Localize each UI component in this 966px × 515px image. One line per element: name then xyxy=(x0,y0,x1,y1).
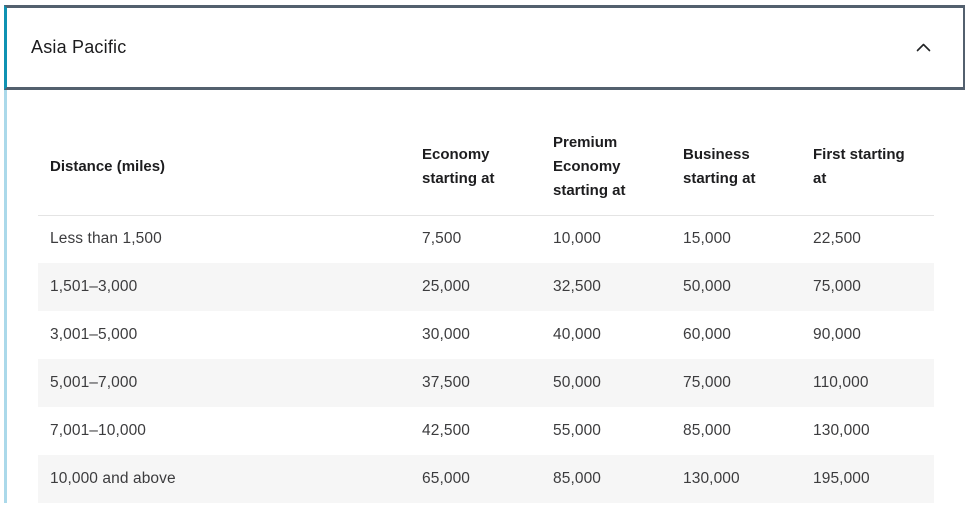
column-header-business: Business starting at xyxy=(671,120,801,216)
cell-economy: 42,500 xyxy=(422,422,471,439)
cell-premium-economy: 55,000 xyxy=(553,422,602,439)
cell-first: 75,000 xyxy=(801,263,934,311)
cell-first: 130,000 xyxy=(813,422,870,439)
cell-distance: 3,001–5,000 xyxy=(50,326,138,343)
cell-economy: 65,000 xyxy=(410,455,541,503)
cell-premium-economy: 85,000 xyxy=(541,455,671,503)
cell-business: 130,000 xyxy=(671,455,801,503)
region-accordion: Asia Pacific Distance (miles) Economy st… xyxy=(4,5,965,503)
cell-first: 195,000 xyxy=(801,455,934,503)
table-row: 5,001–7,000 37,500 50,000 75,000 110,000 xyxy=(38,359,934,407)
table-row: Less than 1,500 7,500 10,000 15,000 22,5… xyxy=(38,215,934,263)
column-header-distance: Distance (miles) xyxy=(38,120,410,216)
award-chart-table: Distance (miles) Economy starting at Pre… xyxy=(38,120,934,503)
column-header-first: First starting at xyxy=(801,120,934,216)
cell-economy: 37,500 xyxy=(410,359,541,407)
cell-economy: 25,000 xyxy=(410,263,541,311)
cell-first: 22,500 xyxy=(813,230,862,248)
table-row: 10,000 and above 65,000 85,000 130,000 1… xyxy=(38,455,934,503)
cell-first: 90,000 xyxy=(813,326,862,343)
cell-first: 110,000 xyxy=(801,359,934,407)
table-row: 1,501–3,000 25,000 32,500 50,000 75,000 xyxy=(38,263,934,311)
cell-premium-economy: 50,000 xyxy=(541,359,671,407)
cell-economy: 30,000 xyxy=(422,326,471,343)
cell-distance: 5,001–7,000 xyxy=(38,359,410,407)
accordion-header-asia-pacific[interactable]: Asia Pacific xyxy=(4,5,965,90)
chevron-up-icon[interactable] xyxy=(916,43,931,52)
table-row: 3,001–5,000 30,000 40,000 60,000 90,000 xyxy=(38,311,934,359)
table-header-row: Distance (miles) Economy starting at Pre… xyxy=(38,120,934,216)
column-header-premium-economy: Premium Economy starting at xyxy=(541,120,671,216)
cell-business: 60,000 xyxy=(683,326,732,343)
accordion-body: Distance (miles) Economy starting at Pre… xyxy=(4,90,965,503)
cell-premium-economy: 40,000 xyxy=(553,326,602,343)
cell-distance: 7,001–10,000 xyxy=(50,422,147,439)
cell-distance: 1,501–3,000 xyxy=(38,263,410,311)
cell-premium-economy: 32,500 xyxy=(541,263,671,311)
cell-business: 15,000 xyxy=(683,230,732,248)
column-header-economy: Economy starting at xyxy=(410,120,541,216)
cell-distance: 10,000 and above xyxy=(38,455,410,503)
table-row: 7,001–10,000 42,500 55,000 85,000 130,00… xyxy=(38,407,934,455)
accordion-title: Asia Pacific xyxy=(31,37,127,57)
cell-economy: 7,500 xyxy=(422,230,462,248)
cell-business: 75,000 xyxy=(671,359,801,407)
cell-distance: Less than 1,500 xyxy=(50,230,162,248)
cell-business: 85,000 xyxy=(683,422,732,439)
cell-premium-economy: 10,000 xyxy=(553,230,602,248)
cell-business: 50,000 xyxy=(671,263,801,311)
